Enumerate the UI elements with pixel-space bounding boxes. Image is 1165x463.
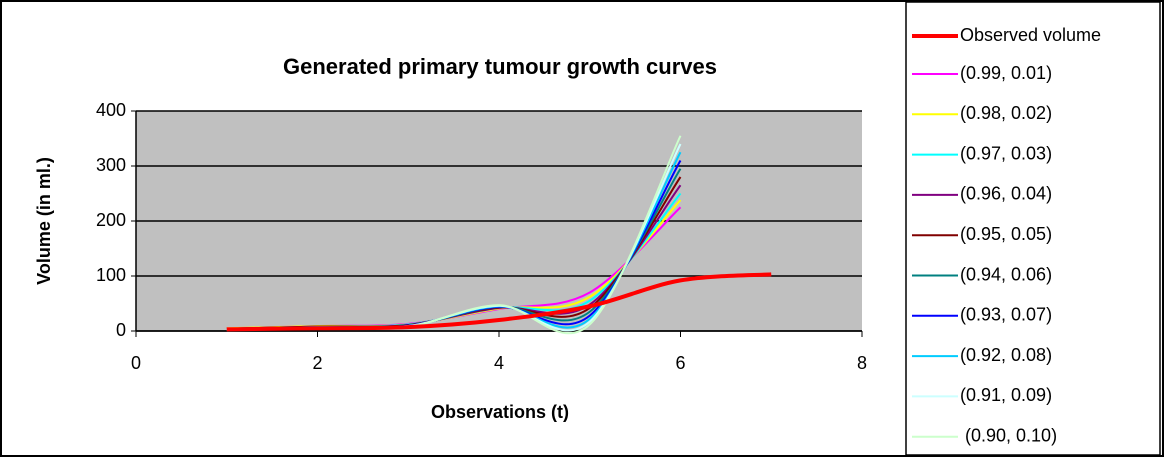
legend-box: [905, 1, 1161, 456]
y-tick-label: 100: [96, 265, 126, 285]
x-axis-label: Observations (t): [431, 402, 569, 422]
y-tick-label: 200: [96, 210, 126, 230]
legend-label: (0.91, 0.09): [960, 385, 1052, 405]
y-axis-label: Volume (in ml.): [34, 157, 54, 285]
y-tick-label: 400: [96, 100, 126, 120]
x-tick-label: 6: [675, 353, 685, 373]
y-tick-label: 300: [96, 155, 126, 175]
legend-label: (0.97, 0.03): [960, 143, 1052, 163]
legend-label: (0.93, 0.07): [960, 305, 1052, 325]
y-tick-label: 0: [116, 320, 126, 340]
legend-label: (0.98, 0.02): [960, 103, 1052, 123]
legend-label: (0.90, 0.10): [960, 425, 1057, 445]
chart-title: Generated primary tumour growth curves: [283, 54, 717, 79]
legend-label: (0.92, 0.08): [960, 345, 1052, 365]
legend-label: (0.96, 0.04): [960, 184, 1052, 204]
x-tick-label: 2: [312, 353, 322, 373]
x-tick-label: 4: [494, 353, 504, 373]
legend-label: (0.95, 0.05): [960, 224, 1052, 244]
legend-label: Observed volume: [960, 25, 1101, 45]
series-line: [226, 272, 772, 332]
legend-label: (0.94, 0.06): [960, 264, 1052, 284]
legend-label: (0.99, 0.01): [960, 63, 1052, 83]
x-tick-label: 0: [131, 353, 141, 373]
x-tick-label: 8: [857, 353, 867, 373]
